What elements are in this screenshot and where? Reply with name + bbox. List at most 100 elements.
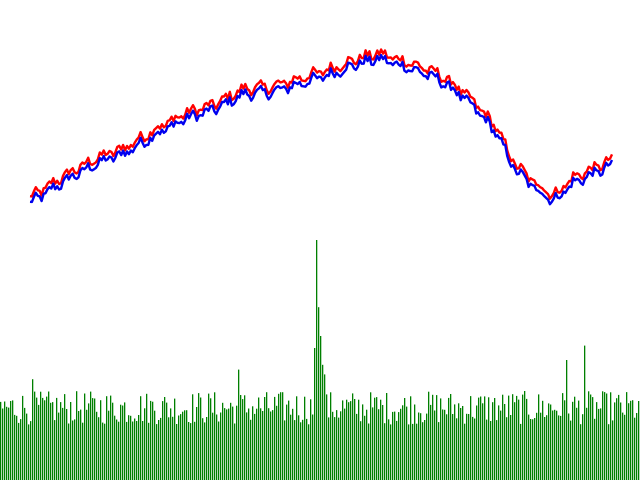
volume-bar: [208, 393, 210, 480]
volume-bar: [374, 397, 376, 480]
volume-bar: [206, 417, 208, 480]
volume-bar: [214, 392, 216, 480]
volume-bar: [316, 240, 318, 480]
volume-bar: [584, 345, 586, 480]
volume-bar: [296, 396, 298, 480]
volume-bar: [22, 395, 24, 480]
volume-bar: [380, 399, 382, 480]
volume-bar: [426, 413, 428, 480]
volume-bar: [466, 413, 468, 480]
volume-bar: [122, 405, 124, 480]
volume-bar: [254, 413, 256, 480]
volume-bar: [178, 415, 180, 480]
volume-bar: [44, 400, 46, 480]
volume-bar: [170, 408, 172, 480]
volume-bar: [594, 418, 596, 480]
volume-bar: [492, 402, 494, 480]
volume-bar: [512, 394, 514, 480]
volume-bar: [432, 394, 434, 480]
volume-bar: [290, 414, 292, 480]
volume-bar: [204, 422, 206, 480]
volume-bar: [586, 407, 588, 480]
volume-bar: [600, 408, 602, 480]
volume-bar: [356, 413, 358, 480]
volume-bar: [566, 360, 568, 480]
volume-bar: [24, 407, 26, 480]
volume-bar: [258, 397, 260, 480]
volume-bar: [112, 402, 114, 480]
volume-bar: [262, 411, 264, 480]
volume-bar: [106, 396, 108, 480]
volume-bar: [54, 420, 56, 480]
volume-bar: [414, 404, 416, 480]
volume-bar: [100, 400, 102, 480]
price-series-blue-line: [29, 53, 614, 206]
volume-bar: [546, 415, 548, 480]
volume-bar: [274, 396, 276, 480]
volume-bar: [442, 409, 444, 480]
volume-bar: [500, 410, 502, 480]
volume-bar: [304, 396, 306, 480]
volume-bar: [378, 409, 380, 480]
volume-bar: [234, 423, 236, 480]
volume-bar: [558, 415, 560, 480]
volume-bar: [66, 409, 68, 480]
volume-bar: [612, 420, 614, 480]
volume-bar: [638, 401, 640, 480]
volume-bar: [608, 424, 610, 480]
volume-bar: [518, 399, 520, 480]
volume-bar: [622, 412, 624, 480]
volume-bar: [132, 421, 134, 480]
volume-bar: [20, 419, 22, 480]
volume-bar: [96, 411, 98, 480]
volume-bar: [490, 421, 492, 480]
volume-bar: [0, 401, 2, 480]
volume-bar: [556, 410, 558, 480]
volume-bar: [436, 395, 438, 480]
volume-bar: [12, 400, 14, 480]
volume-bar: [504, 404, 506, 480]
volume-bar: [294, 420, 296, 480]
volume-bar: [446, 414, 448, 480]
volume-bar: [552, 410, 554, 480]
volume-bar: [46, 396, 48, 480]
volume-bar: [150, 400, 152, 480]
volume-bar: [298, 415, 300, 480]
volume-bar: [630, 400, 632, 480]
volume-bar: [468, 414, 470, 480]
volume-bar: [282, 392, 284, 480]
volume-bar: [302, 419, 304, 480]
volume-bar: [98, 417, 100, 480]
volume-bar: [222, 402, 224, 480]
volume-bar: [130, 415, 132, 480]
volume-bar: [618, 394, 620, 480]
volume-bar: [528, 414, 530, 480]
volume-bar: [470, 396, 472, 480]
volume-bar: [342, 400, 344, 480]
volume-bar: [320, 336, 322, 480]
volume-bar: [428, 391, 430, 480]
volume-bar: [240, 395, 242, 480]
volume-bar: [236, 405, 238, 480]
volume-bar: [168, 417, 170, 480]
volume-bar: [140, 396, 142, 480]
volume-bar: [76, 391, 78, 480]
volume-bar: [68, 423, 70, 480]
volume-bar: [488, 397, 490, 480]
volume-bar: [384, 423, 386, 480]
volume-bar: [592, 397, 594, 480]
volume-bar: [352, 393, 354, 480]
volume-bar: [524, 391, 526, 480]
volume-bar: [142, 421, 144, 480]
volume-bar: [58, 412, 60, 480]
volume-bar: [460, 408, 462, 480]
volume-bar: [6, 406, 8, 480]
volume-bar: [160, 417, 162, 480]
volume-bar: [478, 397, 480, 480]
volume-bar: [232, 406, 234, 480]
volume-bar: [520, 423, 522, 480]
volume-bar: [34, 391, 36, 480]
volume-bar: [408, 424, 410, 480]
volume-bar: [78, 411, 80, 480]
